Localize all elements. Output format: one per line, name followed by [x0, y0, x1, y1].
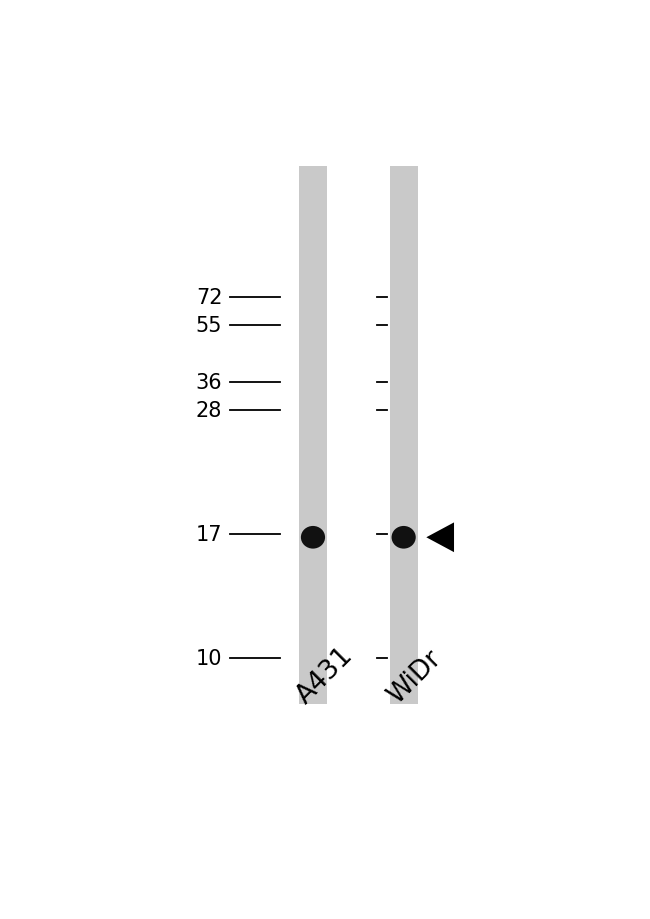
Text: 36: 36 [196, 373, 222, 392]
Polygon shape [426, 523, 454, 552]
Text: 28: 28 [196, 401, 222, 421]
Text: 55: 55 [196, 316, 222, 336]
Text: A431: A431 [292, 641, 359, 709]
FancyBboxPatch shape [299, 167, 327, 705]
Text: 10: 10 [196, 649, 222, 669]
Text: WiDr: WiDr [383, 644, 447, 709]
Text: 17: 17 [196, 525, 222, 545]
Ellipse shape [301, 527, 325, 549]
Ellipse shape [391, 527, 416, 549]
FancyBboxPatch shape [390, 167, 417, 705]
Text: 72: 72 [196, 288, 222, 308]
